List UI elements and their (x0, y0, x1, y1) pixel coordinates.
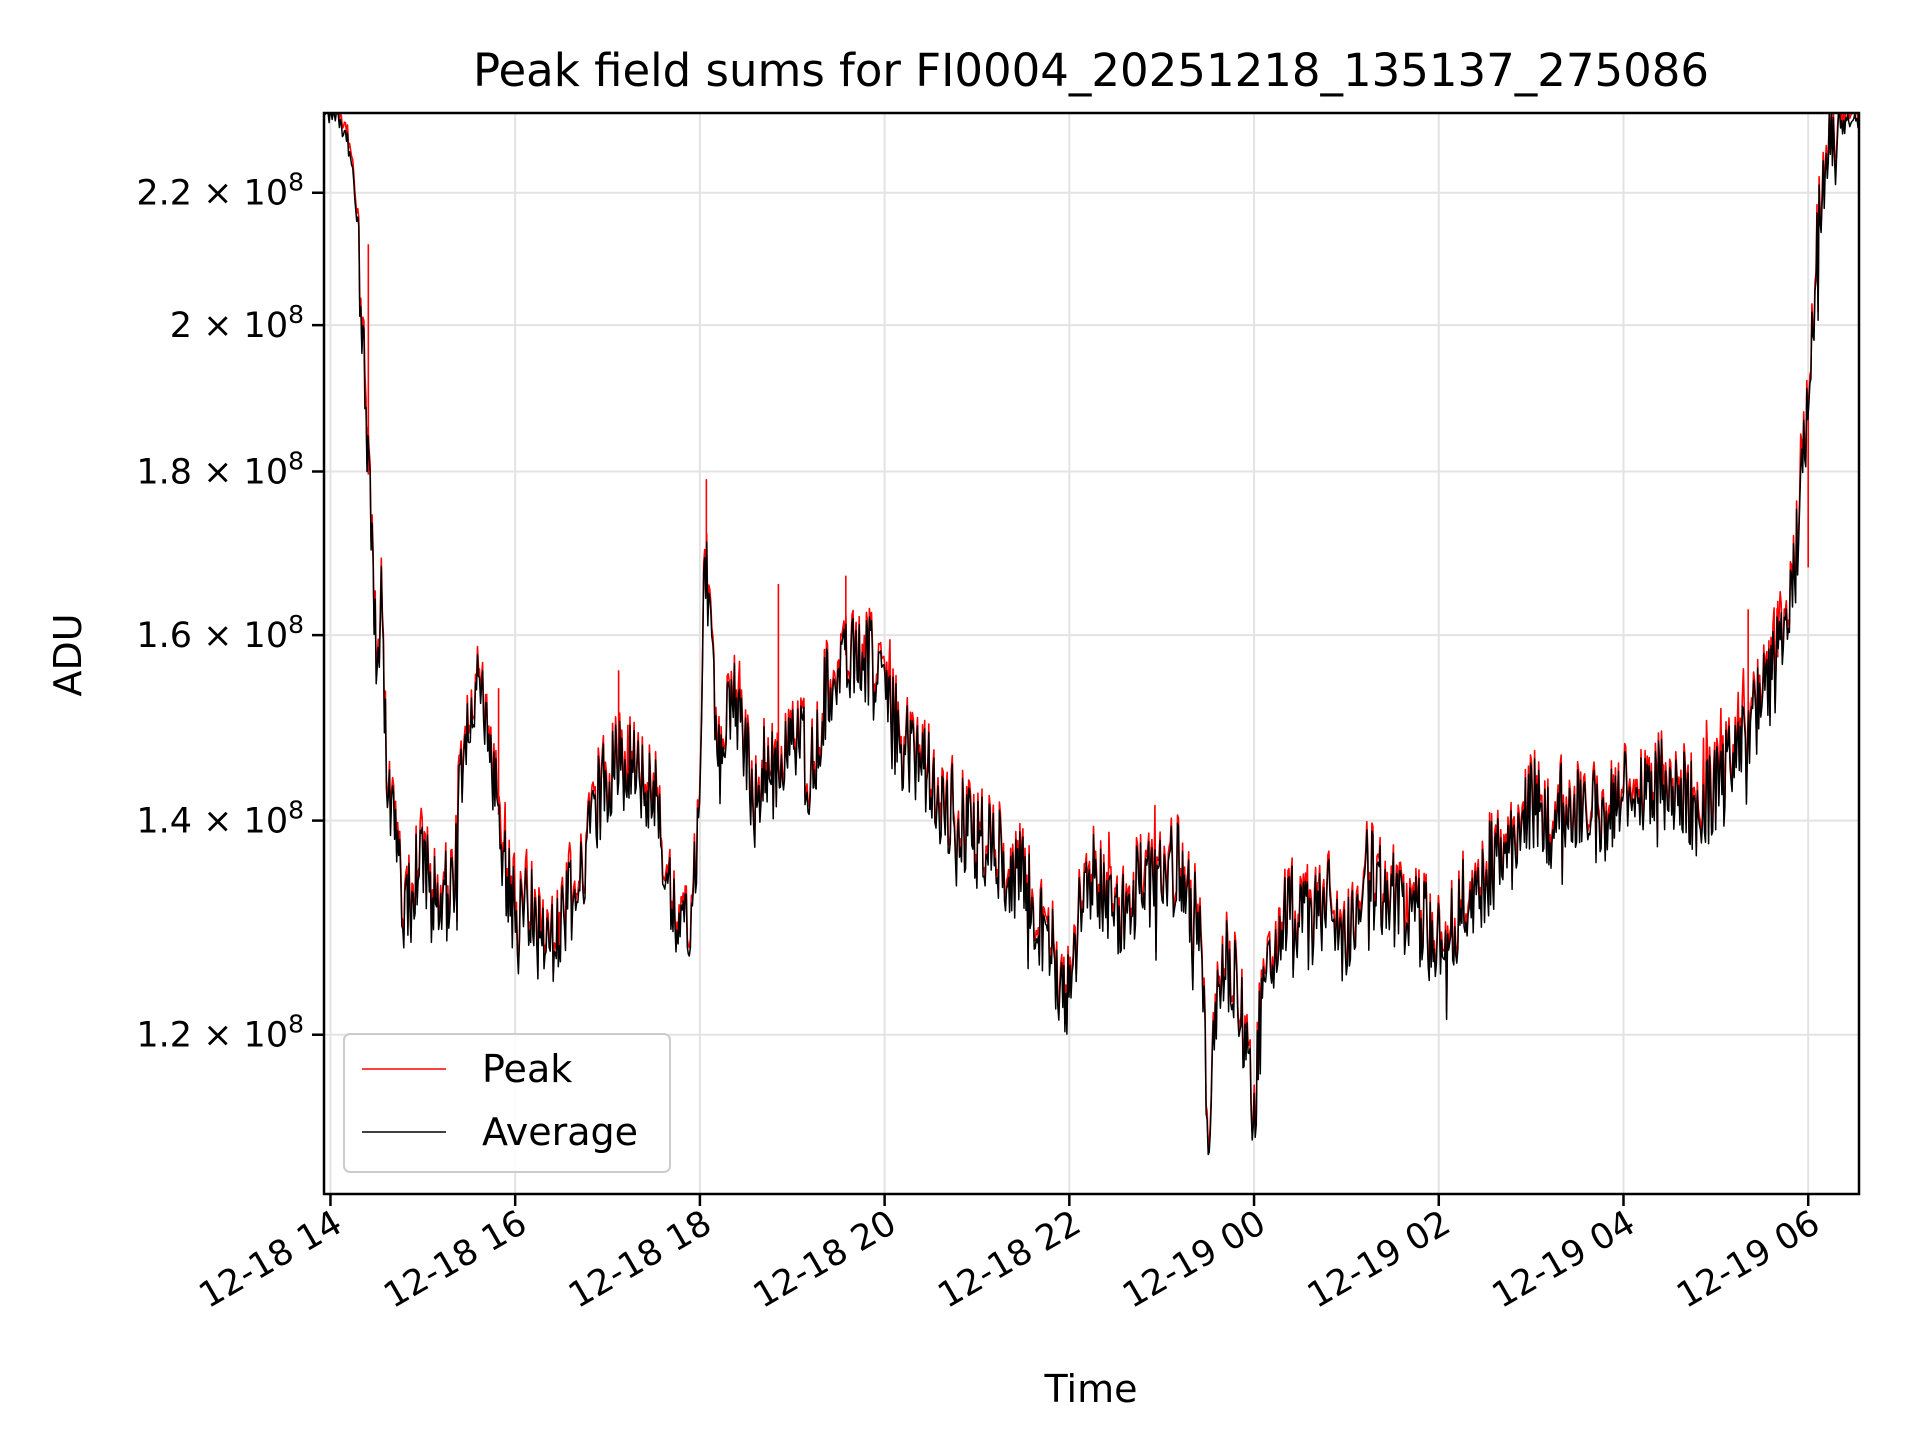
x-tick-label: 12-18 20 (747, 1203, 903, 1316)
y-tick-label: 2 × 108 (170, 300, 304, 346)
x-tick-label: 12-18 16 (377, 1203, 533, 1316)
x-tick-label: 12-18 18 (562, 1203, 718, 1316)
y-tick-label: 2.2 × 108 (136, 168, 304, 214)
legend-label-peak: Peak (482, 1047, 572, 1091)
x-tick-label: 12-19 06 (1670, 1203, 1826, 1316)
y-tick-label: 1.4 × 108 (136, 796, 304, 842)
legend: Peak Average (343, 1033, 671, 1173)
chart-title: Peak field sums for FI0004_20251218_1351… (473, 44, 1709, 97)
y-axis-ticks: 1.2 × 108 1.4 × 108 1.6 × 108 1.8 × 108 2 × … (136, 168, 324, 1056)
x-tick-label: 12-18 22 (932, 1203, 1088, 1316)
x-axis-label: Time (1044, 1367, 1138, 1411)
y-axis-label: ADU (46, 613, 90, 696)
x-tick-label: 12-19 00 (1116, 1203, 1272, 1316)
series-line-peak (324, 112, 1860, 1147)
x-axis-ticks: 12-18 14 12-18 16 12-18 18 12-18 20 12-18 22… (193, 1194, 1827, 1316)
x-tick-label: 12-18 14 (193, 1203, 349, 1316)
x-tick-label: 12-19 04 (1486, 1203, 1642, 1316)
plot-lines (323, 112, 1860, 1156)
y-tick-label: 1.6 × 108 (136, 610, 304, 656)
y-tick-label: 1.8 × 108 (136, 446, 304, 492)
series-line-average (323, 112, 1860, 1156)
plot-frame (322, 111, 1861, 1196)
grid-lines (324, 113, 1859, 1194)
legend-label-average: Average (482, 1110, 638, 1154)
x-tick-label: 12-19 02 (1301, 1203, 1457, 1316)
y-tick-label: 1.2 × 108 (136, 1010, 304, 1056)
